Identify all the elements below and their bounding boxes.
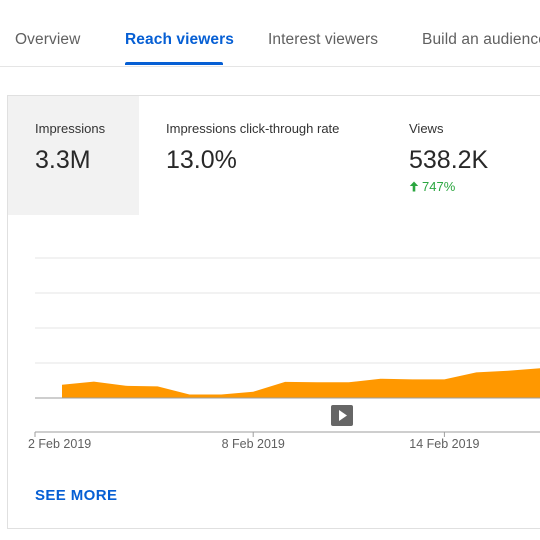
arrow-up-icon xyxy=(409,181,419,192)
analytics-tabs: Overview Reach viewers Interest viewers … xyxy=(0,0,540,67)
metric-label: Views xyxy=(409,121,444,136)
metric-label: Impressions click-through rate xyxy=(166,121,340,136)
metric-value: 538.2K xyxy=(409,146,489,174)
reach-card: Impressions 3.3M Impressions click-throu… xyxy=(7,95,540,529)
metric-value: 3.3M xyxy=(35,146,91,174)
tab-interest-viewers[interactable]: Interest viewers xyxy=(268,31,379,48)
tab-reach-viewers[interactable]: Reach viewers xyxy=(125,31,235,48)
tab-overview[interactable]: Overview xyxy=(15,31,81,48)
metric-impressions-ctr[interactable]: Impressions click-through rate 13.0% xyxy=(139,96,379,215)
see-more-link[interactable]: SEE MORE xyxy=(35,487,118,504)
metric-views[interactable]: Views 538.2K 747% xyxy=(379,96,539,215)
metric-label: Impressions xyxy=(35,121,106,136)
active-tab-indicator xyxy=(125,62,223,65)
tab-build-an-audience[interactable]: Build an audience xyxy=(422,31,540,48)
metric-value: 13.0% xyxy=(166,146,237,174)
metric-impressions[interactable]: Impressions 3.3M xyxy=(8,96,139,215)
play-icon[interactable] xyxy=(331,405,353,426)
metric-delta-value: 747% xyxy=(422,179,456,194)
metric-delta: 747% xyxy=(409,179,455,194)
